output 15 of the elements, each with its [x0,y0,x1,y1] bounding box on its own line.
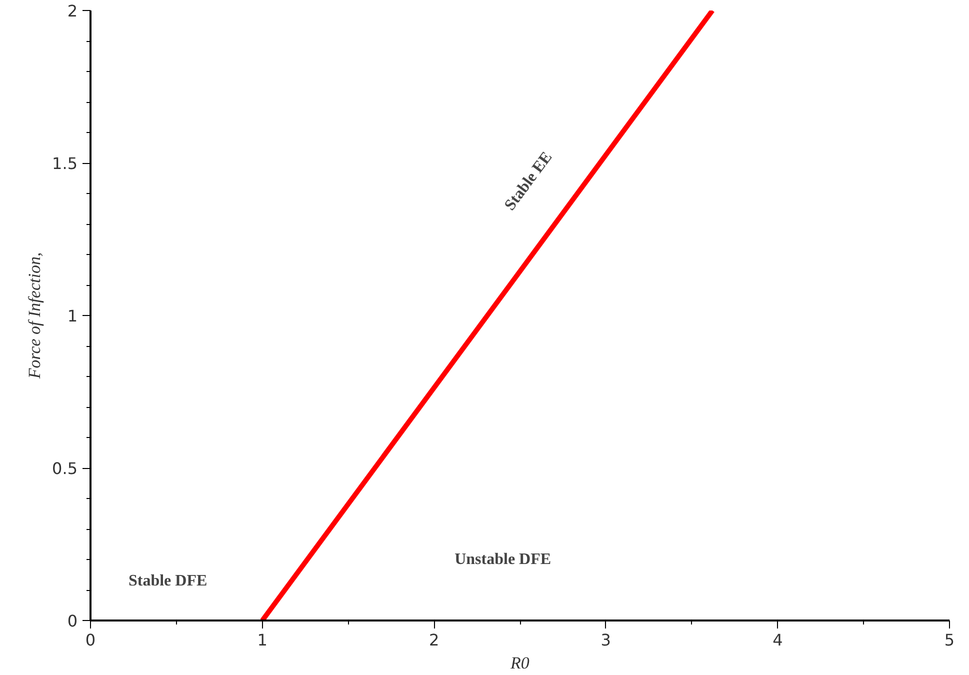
y-tick-label: 0 [67,612,78,630]
y-tick-label: 1.5 [52,154,78,173]
x-tick-label: 2 [429,630,440,650]
x-tick-label: 4 [772,630,783,650]
x-axis-title: R0 [510,654,530,672]
annotation: Unstable DFE [454,551,552,568]
y-tick-label: 0.5 [52,459,78,478]
x-tick-label: 1 [257,630,268,650]
y-tick-label: 2 [67,2,78,20]
y-tick-label: 1 [67,306,78,326]
x-tick-label: 5 [944,630,955,650]
annotation: Stable DFE [128,572,208,590]
x-tick-label: 3 [600,630,611,650]
y-axis-title: Force of Infection, [25,252,44,380]
x-tick-label: 0 [85,630,96,650]
